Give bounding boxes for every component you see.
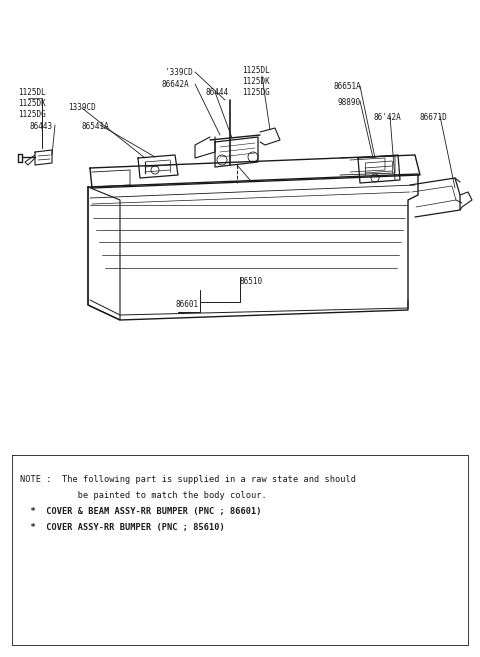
Text: 86601: 86601 [175, 300, 198, 309]
Text: be painted to match the body colour.: be painted to match the body colour. [20, 491, 267, 500]
Text: 86671D: 86671D [420, 113, 448, 122]
Text: '339CD: '339CD [165, 68, 193, 77]
Text: 86'42A: 86'42A [373, 113, 401, 122]
Text: 86510: 86510 [240, 277, 263, 286]
Text: 86642A: 86642A [161, 80, 189, 89]
Text: 1125DL
1125DK
1125DG: 1125DL 1125DK 1125DG [242, 66, 270, 97]
Text: NOTE :  The following part is supplied in a raw state and should: NOTE : The following part is supplied in… [20, 475, 356, 484]
Text: 86444: 86444 [205, 88, 228, 97]
Text: 86541A: 86541A [82, 122, 110, 131]
Text: 86443: 86443 [30, 122, 53, 131]
Text: 98890: 98890 [338, 98, 361, 107]
Text: 1125DL
1125DK
1125DG: 1125DL 1125DK 1125DG [18, 88, 46, 119]
Text: 1339CD: 1339CD [68, 103, 96, 112]
Text: 86651A: 86651A [333, 82, 361, 91]
Text: *  COVER ASSY-RR BUMPER (PNC ; 85610): * COVER ASSY-RR BUMPER (PNC ; 85610) [20, 523, 225, 532]
Text: *  COVER & BEAM ASSY-RR BUMPER (PNC ; 86601): * COVER & BEAM ASSY-RR BUMPER (PNC ; 866… [20, 507, 262, 516]
